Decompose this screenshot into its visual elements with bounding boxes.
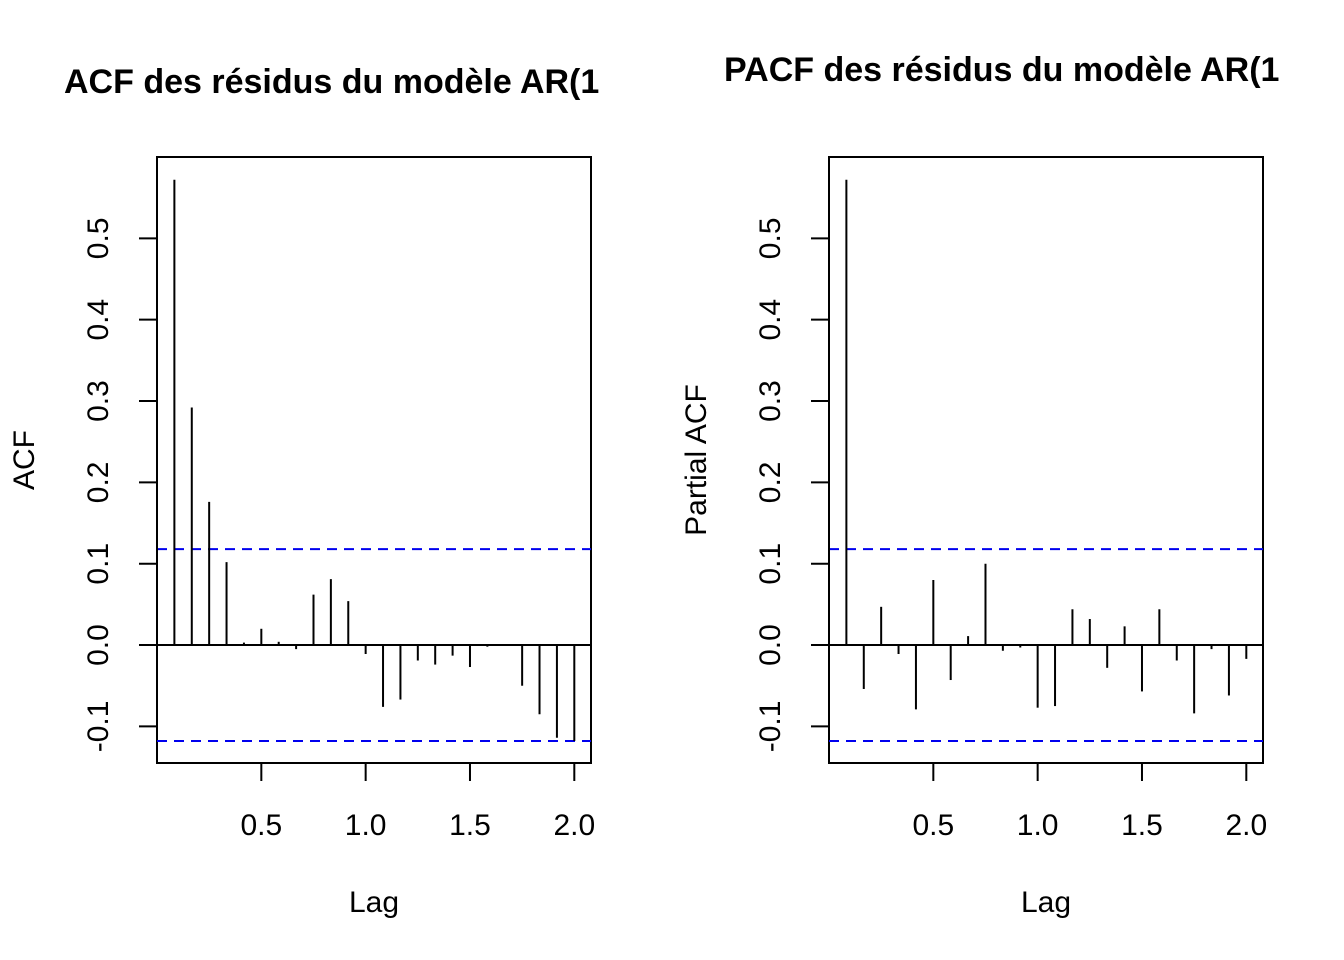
acf-y-tick-label: 0.5 xyxy=(82,217,115,259)
acf-y-tick-label: 0.1 xyxy=(82,543,115,585)
pacf-plot-frame xyxy=(828,156,1264,764)
pacf-y-tick-label: 0.0 xyxy=(754,624,787,666)
pacf-y-axis-label: Partial ACF xyxy=(680,384,713,536)
acf-x-tick-label: 2.0 xyxy=(553,809,595,842)
pacf-x-tick-label: 0.5 xyxy=(912,809,954,842)
acf-y-tick-label: 0.2 xyxy=(82,462,115,504)
pacf-y-tick-label: 0.5 xyxy=(754,217,787,259)
pacf-y-tick-label: 0.4 xyxy=(754,299,787,341)
acf-y-tick-label: 0.4 xyxy=(82,299,115,341)
acf-x-tick-label: 1.0 xyxy=(345,809,387,842)
pacf-chart-title: PACF des résidus du modèle AR(1 xyxy=(724,51,1279,89)
pacf-x-tick-label: 1.0 xyxy=(1017,809,1059,842)
acf-y-tick-label: 0.3 xyxy=(82,380,115,422)
acf-panel: ACF des résidus du modèle AR(1 ACF Lag 0… xyxy=(8,63,599,919)
acf-y-tick-label: -0.1 xyxy=(82,701,115,753)
pacf-y-tick-label: 0.3 xyxy=(754,380,787,422)
pacf-y-tick-label: -0.1 xyxy=(754,701,787,753)
acf-plot-frame xyxy=(156,156,592,764)
pacf-y-tick-label: 0.2 xyxy=(754,462,787,504)
acf-x-tick-label: 0.5 xyxy=(240,809,282,842)
pacf-x-axis-label: Lag xyxy=(1021,886,1071,919)
pacf-panel: PACF des résidus du modèle AR(1 Partial … xyxy=(680,51,1279,919)
pacf-y-tick-label: 0.1 xyxy=(754,543,787,585)
acf-chart-title: ACF des résidus du modèle AR(1 xyxy=(64,63,599,101)
acf-y-axis-label: ACF xyxy=(8,430,41,490)
acf-x-tick-label: 1.5 xyxy=(449,809,491,842)
acf-x-axis-label: Lag xyxy=(349,886,399,919)
acf-y-tick-label: 0.0 xyxy=(82,624,115,666)
pacf-x-tick-label: 1.5 xyxy=(1121,809,1163,842)
pacf-x-tick-label: 2.0 xyxy=(1225,809,1267,842)
